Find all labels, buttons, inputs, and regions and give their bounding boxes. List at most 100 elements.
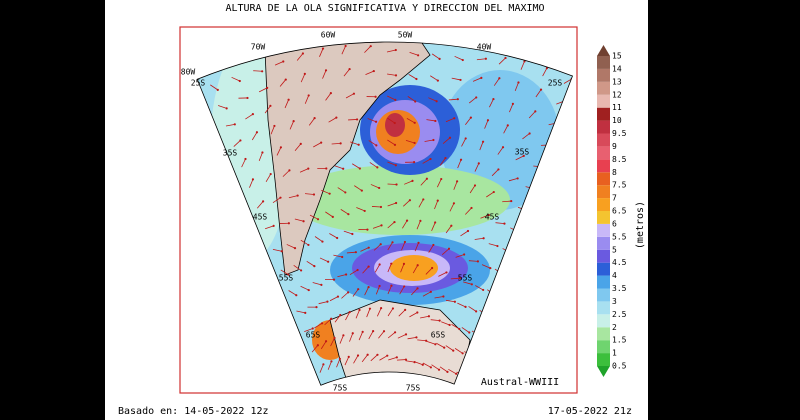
colorbar-cell — [597, 81, 610, 95]
arrow — [296, 310, 306, 314]
arrow-head — [313, 117, 316, 120]
footer-left: Basado en: 14-05-2022 12z — [118, 406, 269, 417]
arrow — [503, 125, 509, 134]
arrow — [468, 306, 477, 312]
arrow — [401, 241, 406, 251]
arrow-head — [453, 117, 456, 120]
arrow-head — [320, 283, 323, 286]
colorbar-label: 1 — [612, 349, 617, 358]
colorbar-label: 11 — [612, 103, 622, 112]
arrow-head — [336, 295, 340, 298]
arrow-head — [330, 360, 333, 363]
arrow-head — [447, 247, 451, 250]
colorbar-cell — [597, 198, 610, 211]
lat-label: 55S — [279, 274, 294, 283]
arrow — [387, 263, 392, 273]
arrow — [304, 95, 310, 104]
arrow-head — [357, 288, 360, 291]
arrow-head — [425, 339, 428, 342]
arrow — [404, 180, 413, 185]
arrow — [370, 184, 380, 189]
arrow-head — [378, 186, 381, 190]
arrow-head — [251, 113, 254, 116]
arrow-head — [445, 271, 448, 274]
arrow-head — [363, 209, 366, 213]
arrow — [349, 333, 354, 342]
map-outline — [196, 41, 574, 386]
arrow-head — [429, 366, 432, 369]
arrow-head — [339, 313, 342, 317]
arrow-head — [496, 244, 499, 248]
arrow — [333, 254, 343, 258]
arrow-head — [390, 262, 393, 265]
arrow — [438, 272, 447, 277]
arrow-head — [255, 131, 259, 134]
arrow-head — [415, 77, 418, 81]
arrow — [386, 49, 396, 53]
arrow-head — [403, 240, 407, 244]
colorbar-cell — [597, 185, 610, 199]
colorbar-label: 10 — [612, 116, 622, 125]
arrow — [320, 341, 327, 350]
arrow-head — [404, 308, 407, 311]
colorbar-unit: (metros) — [635, 201, 646, 249]
colorbar-label: 9 — [612, 142, 617, 151]
colorbar-label: 7.5 — [612, 181, 627, 190]
arrow-head — [394, 74, 398, 77]
arrow-head — [456, 180, 459, 183]
arrow-head — [442, 295, 445, 298]
arrow-head — [429, 290, 432, 293]
arrow — [430, 319, 440, 322]
arrow-head — [324, 69, 328, 72]
arrow-head — [470, 206, 473, 210]
arrow — [272, 248, 282, 252]
arrow-head — [367, 246, 370, 249]
arrow-head — [341, 255, 344, 259]
arrow — [280, 269, 289, 276]
arrow — [293, 265, 302, 271]
arrow — [341, 292, 349, 299]
arrow-head — [419, 219, 422, 222]
colorbar-label: 3 — [612, 297, 617, 306]
arrow-head — [395, 356, 398, 359]
arrow — [300, 73, 306, 83]
arrow-head — [452, 349, 455, 352]
colorbar: 0.5 1 1.5 2 2.5 3 3.5 4 4.5 5 5.5 6 6.5 7 7.5 8 8.5 9 9.5 1… — [597, 45, 627, 377]
arrow — [468, 97, 477, 104]
arrow — [345, 93, 355, 99]
arrow — [445, 117, 455, 123]
arrow-head — [301, 52, 305, 55]
arrow-head — [355, 118, 359, 121]
arrow-head — [380, 307, 383, 310]
arrow-head — [273, 124, 276, 128]
arrow — [387, 308, 394, 317]
arrow — [313, 142, 322, 148]
arrow-head — [372, 329, 375, 333]
arrow — [210, 84, 218, 91]
arrow — [374, 264, 380, 273]
arrow — [362, 266, 369, 274]
arrow — [454, 348, 463, 354]
arrow-head — [477, 162, 480, 165]
arrow-head — [352, 92, 356, 95]
lat-label: 45S — [253, 213, 268, 222]
arrow — [448, 368, 457, 375]
arrow — [308, 117, 315, 126]
lon-label: 50W — [398, 31, 413, 40]
arrow — [409, 312, 418, 318]
arrow-head — [342, 334, 345, 337]
lat-label: 65S — [306, 331, 321, 340]
arrow-head — [469, 116, 472, 119]
arrow — [325, 211, 334, 218]
colorbar-label: 4 — [612, 271, 617, 280]
arrow — [360, 247, 369, 252]
arrow — [412, 265, 419, 274]
arrow-head — [427, 315, 431, 318]
arrow — [422, 291, 432, 297]
arrow-head — [458, 327, 461, 331]
arrow-head — [225, 107, 228, 110]
arrow-head — [463, 253, 466, 256]
colorbar-cell — [597, 314, 610, 328]
arrow — [314, 236, 323, 242]
arrow-head — [280, 250, 283, 253]
